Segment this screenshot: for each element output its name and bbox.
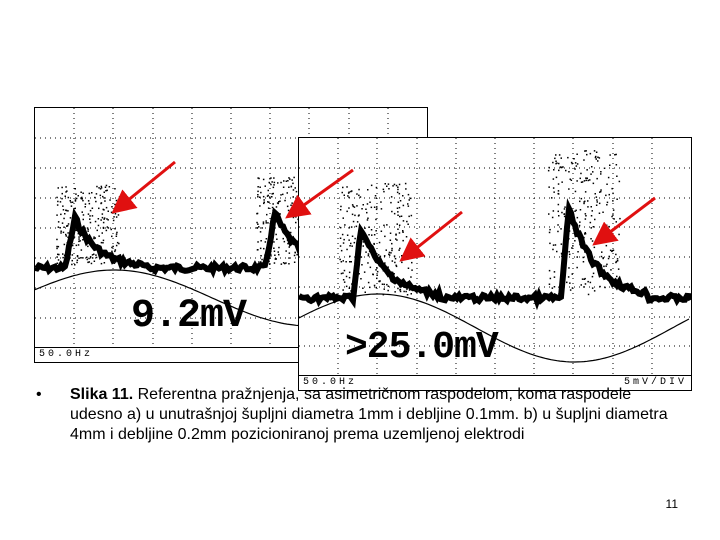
- scope-b-readout: >25.0mV: [345, 326, 499, 369]
- caption-text: Slika 11. Referentna pražnjenja, sa asim…: [70, 385, 670, 445]
- oscilloscope-screen-b: >25.0mV 50.0Hz 5mV/DIV: [298, 137, 692, 391]
- scope-a-frequency: 50.0Hz: [39, 349, 94, 360]
- scope-b-grid: [299, 138, 691, 376]
- bullet: •: [36, 386, 42, 403]
- scope-b-scale: 5mV/DIV: [623, 377, 687, 388]
- scope-b-status-bar: 50.0Hz 5mV/DIV: [299, 375, 691, 390]
- scope-b-frequency: 50.0Hz: [303, 377, 358, 388]
- page-number: 11: [665, 497, 678, 511]
- caption-body: Referentna pražnjenja, sa asimetričnom r…: [70, 386, 668, 443]
- scope-a-readout: 9.2mV: [131, 294, 247, 339]
- caption-label: Slika 11.: [70, 386, 134, 403]
